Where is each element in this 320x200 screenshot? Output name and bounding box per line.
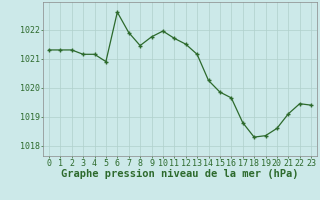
X-axis label: Graphe pression niveau de la mer (hPa): Graphe pression niveau de la mer (hPa) [61, 169, 299, 179]
